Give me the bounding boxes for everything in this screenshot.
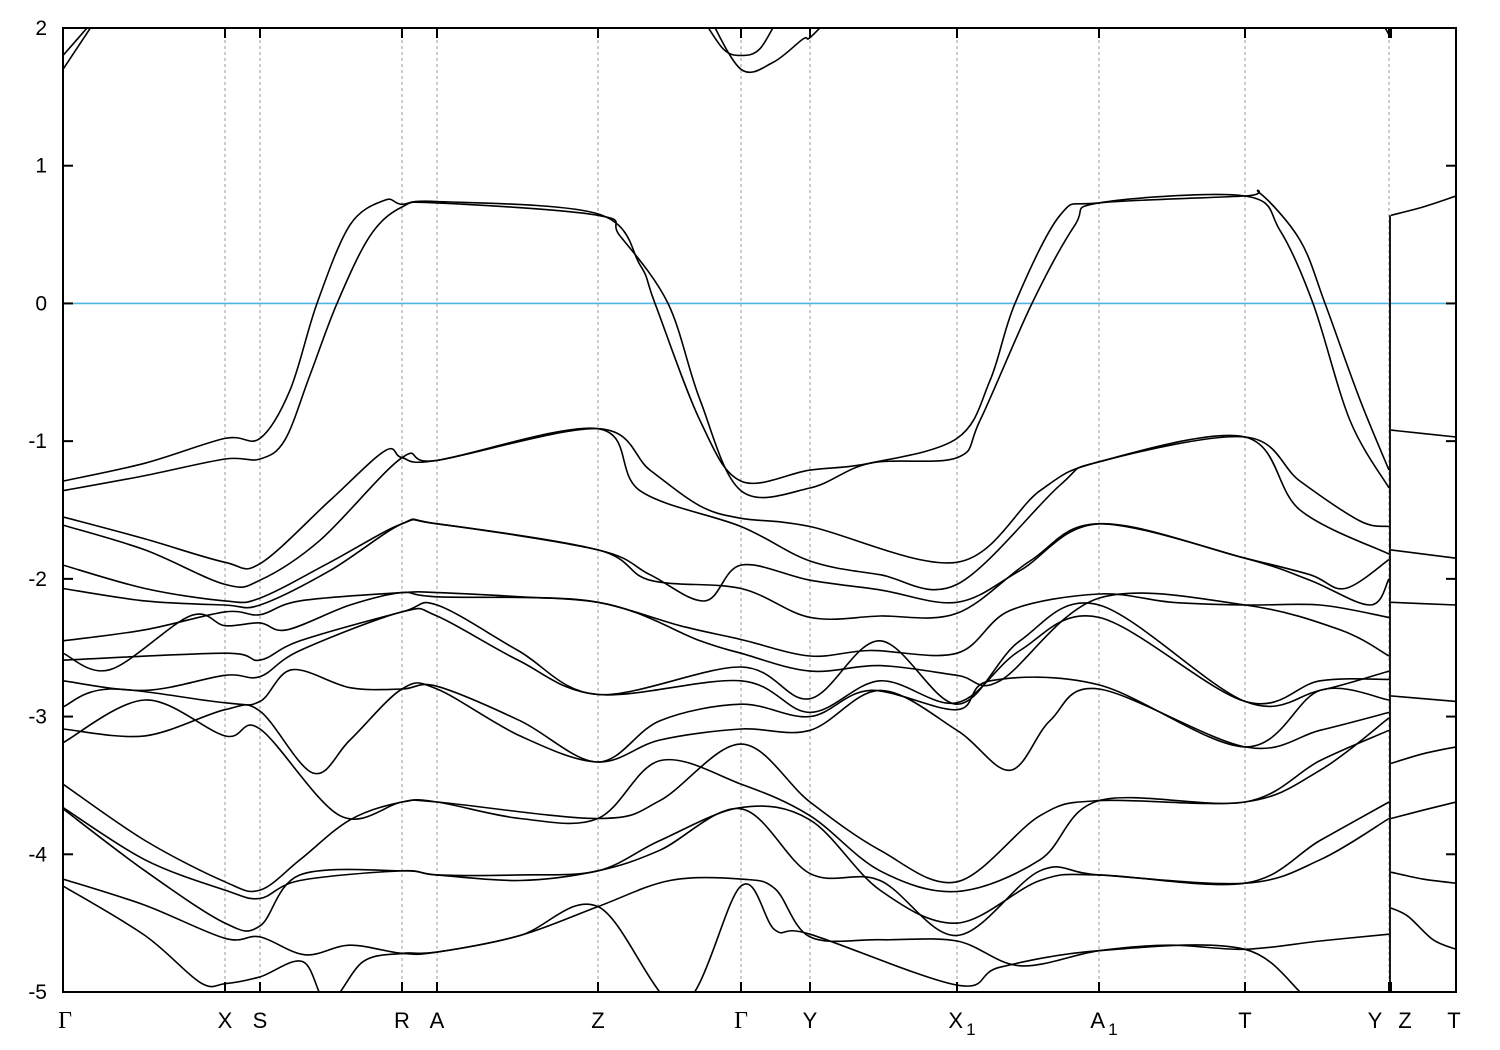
kpoint-label: Y	[1368, 1008, 1383, 1033]
band-23	[1384, 28, 1390, 36]
kpoint-label: X	[218, 1008, 233, 1033]
band-17	[63, 876, 1390, 967]
band-27	[1390, 601, 1456, 606]
band-25	[1390, 429, 1456, 438]
band-19	[63, 28, 89, 57]
kpoint-label: A	[430, 1008, 445, 1033]
y-tick-label: -3	[28, 706, 47, 729]
kpoint-label: Γ	[58, 1008, 72, 1034]
band-18	[63, 883, 1389, 992]
plot-frame	[62, 27, 1457, 993]
band-5	[63, 518, 1390, 604]
band-15	[63, 801, 1390, 924]
band-11	[63, 668, 1390, 763]
band-26	[1390, 549, 1456, 559]
band-1	[63, 189, 1390, 485]
band-13	[63, 699, 1390, 884]
band-20	[63, 28, 92, 70]
band-10	[63, 607, 1390, 714]
band-7	[63, 591, 1390, 658]
y-tick-label: 2	[35, 17, 47, 40]
kpoint-label: Z	[1398, 1008, 1411, 1033]
y-tick-label: -5	[28, 981, 47, 1004]
kpoint-label: Y	[803, 1008, 818, 1033]
band-22	[714, 28, 821, 74]
y-axis: 2 1 0 -1 -2 -3 -4 -5	[28, 17, 1456, 1004]
band-6	[63, 518, 1390, 621]
band-4	[63, 427, 1390, 591]
kpoint-label-subscript: 1	[966, 1020, 975, 1039]
bands	[63, 28, 1456, 992]
band-8	[63, 591, 1390, 687]
y-tick-label: 1	[35, 155, 47, 178]
band-16	[63, 807, 1390, 937]
y-tick-label: -2	[28, 568, 47, 591]
band-30	[1390, 801, 1456, 820]
y-tick-label: -4	[28, 843, 47, 866]
kpoint-label: T	[1447, 1008, 1460, 1033]
kpoint-label: R	[394, 1008, 410, 1033]
kpoint-gridlines	[224, 28, 1390, 992]
kpoint-label: T	[1238, 1008, 1251, 1033]
band-24	[1390, 195, 1456, 217]
band-3	[63, 427, 1390, 570]
kpoint-label: Z	[591, 1008, 604, 1033]
y-tick-label: -1	[28, 430, 47, 453]
band-21	[707, 28, 774, 57]
band-29	[1390, 746, 1456, 765]
y-tick-label: 0	[35, 292, 47, 315]
band-32	[1390, 907, 1456, 951]
kpoint-label: Γ	[734, 1008, 748, 1034]
band-28	[1390, 695, 1456, 703]
kpoint-label: S	[253, 1008, 268, 1033]
band-9	[63, 601, 1390, 708]
kpoint-label-subscript: 1	[1108, 1020, 1117, 1039]
band-14	[63, 729, 1390, 893]
band-12	[63, 682, 1390, 775]
band-31	[1390, 871, 1456, 884]
band-2	[63, 193, 1390, 499]
